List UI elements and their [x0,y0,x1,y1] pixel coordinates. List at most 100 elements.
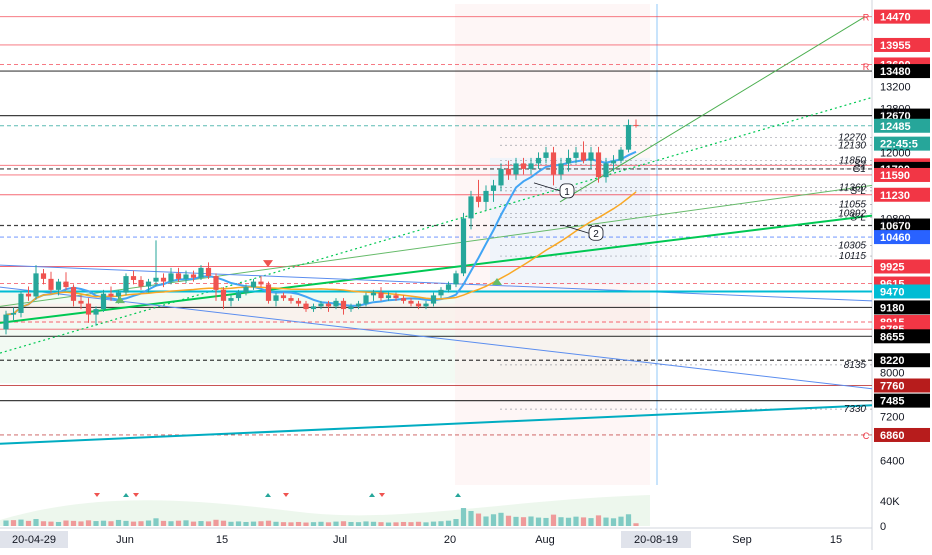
candle-body [580,152,587,161]
candle [430,292,437,307]
volume-bar [18,519,24,526]
candle-body [318,303,324,307]
candle-body [295,300,302,304]
candle [355,300,362,310]
candle-body [183,274,189,279]
volume-bar [348,521,354,526]
candle [273,292,279,307]
candle [528,157,534,175]
candle [145,278,152,293]
candle [198,265,204,280]
candle [33,265,39,300]
volume-signal [265,493,271,497]
level-note: 11850 [839,156,867,167]
candle-body [258,281,264,285]
candle-body [205,267,212,277]
price-tag: 10460 [874,230,930,245]
current-date-label: 20-08-19 [634,534,678,546]
volume-bar [25,520,32,526]
candle-body [288,298,294,301]
signal-marker [115,296,125,304]
resistance-zone [0,303,650,323]
price-tag-label: 12485 [880,121,911,133]
level-note: G1 [853,164,866,175]
level-note: S2 [854,160,867,171]
candle-body [513,163,519,175]
candle [580,141,587,164]
candle [220,287,227,310]
candle-body [190,274,197,278]
candle [243,284,249,296]
volume-bar [393,522,399,526]
volume-bar [145,520,152,526]
price-tag: 13955 [874,37,930,52]
price-tag: 22:45:5 [874,136,930,151]
candle [190,270,197,282]
volume-bar [423,522,429,526]
candle [438,287,444,299]
price-tag-label: 11590 [880,170,910,182]
trendline-steep [559,16,866,203]
volume-bar [93,521,99,526]
candle [48,271,54,293]
candle-body [550,152,557,175]
level-note: 12270 [838,133,866,144]
x-tick-label: 15 [830,534,842,546]
level-note: 12130 [838,140,866,151]
volume-bar [288,522,294,526]
volume-bar [138,521,144,526]
price-tag: 12485 [874,118,930,133]
candle-body [603,163,609,178]
volume-signal [94,493,100,497]
candle-body [175,273,182,279]
volume-bar [363,521,369,526]
candle-body [168,273,174,282]
price-tag-box [874,393,930,408]
volume-signal [369,493,375,497]
candle-body [310,306,317,310]
price-tag-label: 8220 [880,355,904,367]
volume-bar [468,510,474,526]
candle-body [18,293,24,313]
candle-body [618,149,624,161]
candle-body [573,152,579,158]
signal-marker [492,277,502,285]
candle-body [558,163,564,175]
candle [618,146,624,164]
candle [303,300,309,312]
volume-bar [228,521,234,526]
candle [25,286,32,301]
volume-bar [168,521,174,526]
candle-body [348,306,354,310]
x-tick-label: 20 [444,534,456,546]
candle-body [385,295,392,299]
volume-bar [633,523,639,526]
volume-bar [378,522,384,526]
candle-body [325,303,332,307]
level-note: 11055 [839,199,867,210]
candle [333,298,339,310]
candle [168,267,174,285]
candle-body [123,276,129,293]
candle [385,292,392,301]
candle-body [370,292,377,296]
candle [475,179,482,208]
candle [423,300,429,310]
candle-body [130,276,137,280]
candle [153,240,159,287]
candle [498,163,504,191]
volume-signal [379,493,385,497]
volume-bar [205,521,212,526]
candle [588,146,594,169]
price-axis-label: 12000 [880,147,911,159]
price-tag: 7485 [874,393,930,408]
volume-bar [618,516,624,526]
volume-bar [108,521,114,526]
price-tag-label: 9925 [880,261,904,273]
candle [78,295,84,310]
price-tag-box [874,118,930,133]
candle-body [33,273,39,297]
candle [250,278,257,290]
price-tag-box [874,218,930,233]
volume-bar [70,520,77,526]
